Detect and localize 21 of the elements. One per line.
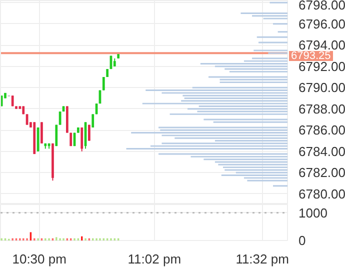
ref-label: 6793.25 <box>289 50 333 61</box>
y-tick-label: 6794.00 <box>298 38 345 53</box>
y-tick-label: 1000 <box>298 205 328 220</box>
y-tick-label: 6792.00 <box>298 58 345 74</box>
y-tick-label: 6790.00 <box>298 80 345 96</box>
y-tick-label: 6780.00 <box>298 186 345 202</box>
y-tick-label: 6796.00 <box>298 16 345 32</box>
y-tick-label: 6798.00 <box>298 0 345 12</box>
y-tick-label: 6782.00 <box>298 165 345 180</box>
y-tick-label: 6788.00 <box>298 101 345 116</box>
y-tick-label: 6784.00 <box>298 144 345 159</box>
x-tick-label: 11:32 pm <box>236 252 289 266</box>
y-tick-label: 0 <box>298 233 306 248</box>
x-tick-label: 11:02 pm <box>128 252 182 266</box>
candlestick <box>88 124 90 142</box>
y-tick-label: 6786.00 <box>298 122 345 138</box>
candlestick <box>40 122 43 144</box>
candlestick <box>102 76 105 91</box>
x-tick-label: 10:30 pm <box>12 252 66 266</box>
candlestick <box>80 126 84 152</box>
candlestick <box>92 114 94 128</box>
